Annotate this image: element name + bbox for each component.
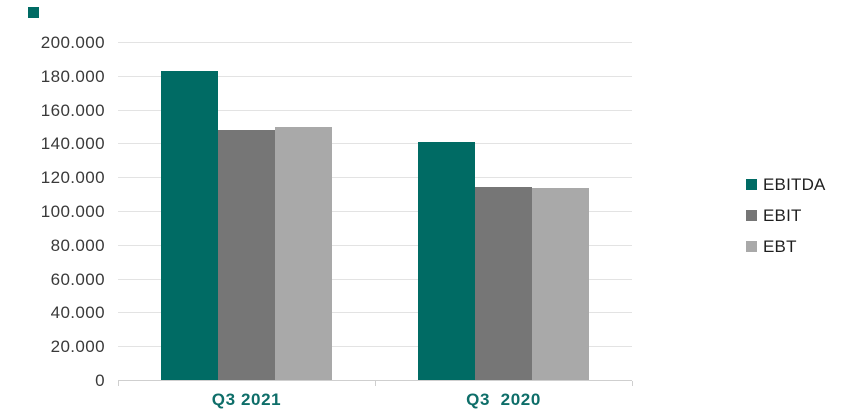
legend-swatch-icon [746,178,757,190]
legend-label: EBT [763,236,797,256]
bar-ebitda [418,141,475,380]
bar-ebit [475,187,532,380]
x-axis-tick [118,381,119,386]
y-axis-tick-label: 60.000 [50,269,105,289]
x-axis-tick [632,381,633,386]
gridline [118,177,632,179]
x-axis-category-label: Q3 2021 [211,390,282,409]
x-axis-tick [375,381,376,386]
y-axis-tick-label: 80.000 [50,235,105,255]
gridline [118,143,632,145]
gridline [118,211,632,212]
y-axis-tick-label: 140.000 [40,134,105,154]
x-axis-category-label: Q3 2020 [466,390,541,409]
legend-label: EBITDA [763,174,826,194]
gridline [118,244,632,246]
gridline [118,75,632,77]
x-axis-line [118,380,632,381]
bar-ebt [275,126,332,380]
stray-legend-mark-icon [28,7,39,18]
gridline [118,312,632,314]
bar-ebit [218,129,275,380]
y-axis-tick-label: 20.000 [50,337,105,357]
bar-ebt [532,188,589,380]
y-axis-tick-label: 160.000 [40,100,105,120]
legend-swatch-icon [746,240,757,252]
y-axis-tick-label: 100.000 [40,202,105,221]
gridline [118,346,632,348]
legend: EBITDA EBIT EBT [746,175,826,255]
y-axis-tick-label: 120.000 [40,168,105,188]
gridline [118,42,632,43]
legend-swatch-icon [746,209,757,221]
gridline [118,109,632,111]
legend-item-ebit: EBIT [746,206,826,224]
legend-item-ebitda: EBITDA [746,175,826,193]
y-axis-tick-label: 40.000 [50,303,105,323]
y-axis-tick-label: 180.000 [40,66,105,86]
bar-ebitda [161,70,218,380]
gridline [118,278,632,280]
y-axis-tick-label: 200.000 [40,33,105,52]
legend-label: EBIT [763,205,802,225]
legend-item-ebt: EBT [746,237,826,255]
y-axis-tick-label: 0 [95,371,105,390]
